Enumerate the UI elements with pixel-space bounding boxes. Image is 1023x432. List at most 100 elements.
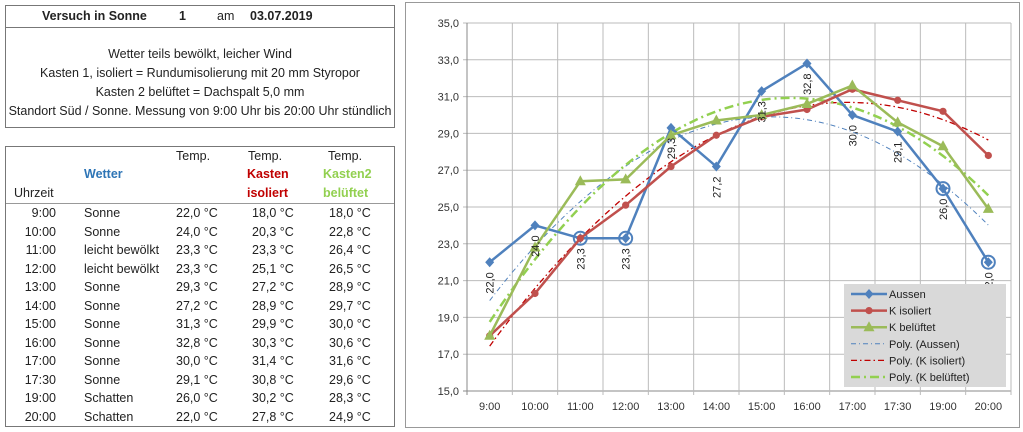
header-belueftet: belüftet [323,186,369,200]
trendline [488,96,990,323]
cell-time: 16:00 [24,335,56,350]
y-tick-label: 15,0 [438,386,459,398]
data-label: 26,0 [938,199,950,220]
highlight-circle [572,230,588,246]
data-point-triangle [846,79,858,90]
am-label: am [217,9,235,23]
data-point-triangle [937,140,949,151]
cell-weather: Schatten [84,391,134,405]
cell-temp-aussen: 29,3 °C [176,280,218,294]
data-point-circle [622,201,630,209]
table-row: 15:00 Sonne 31,3 °C 29,9 °C 30,0 °C [6,315,394,333]
description-line: Standort Süd / Sonne. Messung von 9:00 U… [8,104,392,118]
table-row: 11:00 leicht bewölkt 23,3 °C 23,3 °C 26,4 °C [6,241,394,259]
table-row: 13:00 Sonne 29,3 °C 27,2 °C 28,9 °C [6,278,394,296]
cell-temp-belueftet: 31,6 °C [329,354,371,368]
series-k-bel-ftet [484,79,994,340]
table-row: 14:00 Sonne 27,2 °C 28,9 °C 29,7 °C [6,297,394,315]
cell-temp-isoliert: 18,0 °C [252,206,294,220]
y-tick-label: 17,0 [438,349,459,361]
cell-temp-belueftet: 30,6 °C [329,335,371,350]
cell-temp-belueftet: 22,8 °C [329,224,371,239]
cell-weather: Sonne [84,317,121,331]
cell-weather: Schatten [84,409,134,424]
cell-time: 14:00 [24,298,56,313]
cell-temp-isoliert: 31,4 °C [252,354,294,368]
highlight-circle [980,254,996,270]
data-point-triangle [756,109,768,119]
data-label: 29,1 [893,142,905,163]
data-point-triangle [863,321,875,332]
data-point-diamond [530,220,540,231]
description-line: Kasten 1, isoliert = Rundumisolierung mi… [40,66,360,80]
cell-temp-belueftet: 29,6 °C [329,372,371,387]
cell-weather: Sonne [84,298,121,313]
data-label: 27,2 [711,177,723,198]
data-point-diamond [802,58,812,69]
cell-weather: leicht bewölkt [84,261,160,276]
data-point-triangle [574,175,586,186]
x-tick-label: 10:00 [521,401,549,413]
header-temp-kasten: Temp. [248,149,283,163]
data-label: 22,0 [485,272,497,293]
cell-temp-isoliert: 30,8 °C [252,372,294,387]
highlight-circle [618,230,634,246]
data-point-circle [939,107,947,115]
experiment-info-box: Versuch in Sonne 1 am 03.07.2019 Wetter … [5,5,395,128]
cell-weather: leicht bewölkt [84,243,160,257]
cell-temp-isoliert: 30,3 °C [252,335,294,350]
cell-weather: Sonne [84,354,121,368]
table-row: 20:00 Schatten 22,0 °C 27,8 °C 24,9 °C [6,408,394,426]
cell-temp-isoliert: 28,9 °C [252,298,294,313]
x-tick-label: 13:00 [657,401,685,413]
data-point-circle [894,96,902,104]
cell-time: 17:30 [24,372,56,387]
data-point-diamond [847,110,857,120]
data-point-triangle [982,202,994,213]
cell-temp-aussen: 30,0 °C [176,354,218,368]
header-temp-kasten2: Temp. [328,149,363,163]
cell-temp-aussen: 31,3 °C [176,317,218,331]
data-point-diamond [893,126,903,137]
data-point-diamond [938,183,948,194]
data-point-circle [531,289,539,298]
legend-label: Poly. (K isoliert) [889,355,965,367]
cell-temp-belueftet: 30,0 °C [329,317,371,331]
cell-time: 12:00 [24,261,56,276]
x-tick-label: 16:00 [793,401,821,413]
data-point-circle [984,151,992,160]
cell-time: 13:00 [24,280,56,294]
experiment-description: Wetter teils bewölkt, leicher Wind Kaste… [6,28,394,121]
cell-time: 11:00 [25,243,56,257]
data-point-circle [667,162,675,171]
highlight-circle [935,181,951,197]
table-row: 12:00 leicht bewölkt 23,3 °C 25,1 °C 26,5 °C [6,260,394,278]
table-row: 17:30 Sonne 29,1 °C 30,8 °C 29,6 °C [6,371,394,389]
cell-temp-aussen: 27,2 °C [176,298,218,313]
cell-temp-isoliert: 29,9 °C [252,317,294,331]
cell-temp-aussen: 23,3 °C [176,261,218,276]
cell-temp-aussen: 23,3 °C [176,243,218,257]
legend-label: Aussen [889,289,926,301]
legend-background [844,284,1006,387]
header-kasten: Kasten [247,167,289,181]
cell-weather: Sonne [84,280,121,294]
measurement-table: Uhrzeit Wetter Temp. Temp. Kasten isolie… [5,146,395,427]
cell-temp-belueftet: 24,9 °C [329,409,371,424]
data-label: 30,0 [847,125,859,146]
data-point-diamond [666,122,676,133]
y-tick-label: 25,0 [438,202,459,214]
table-header: Uhrzeit Wetter Temp. Temp. Kasten isolie… [6,147,394,204]
cell-temp-belueftet: 28,9 °C [329,280,371,294]
data-point-diamond [757,86,767,97]
cell-time: 20:00 [24,409,56,424]
description-line: Wetter teils bewölkt, leicher Wind [108,47,292,61]
table-row: 9:00 Sonne 22,0 °C 18,0 °C 18,0 °C [6,204,394,222]
cell-temp-belueftet: 26,5 °C [329,261,371,276]
cell-temp-isoliert: 20,3 °C [252,224,294,239]
data-label: 24,0 [530,235,542,256]
y-tick-label: 29,0 [438,128,459,140]
cell-time: 9:00 [31,206,56,220]
y-tick-label: 27,0 [438,165,459,177]
header-wetter: Wetter [84,167,123,181]
